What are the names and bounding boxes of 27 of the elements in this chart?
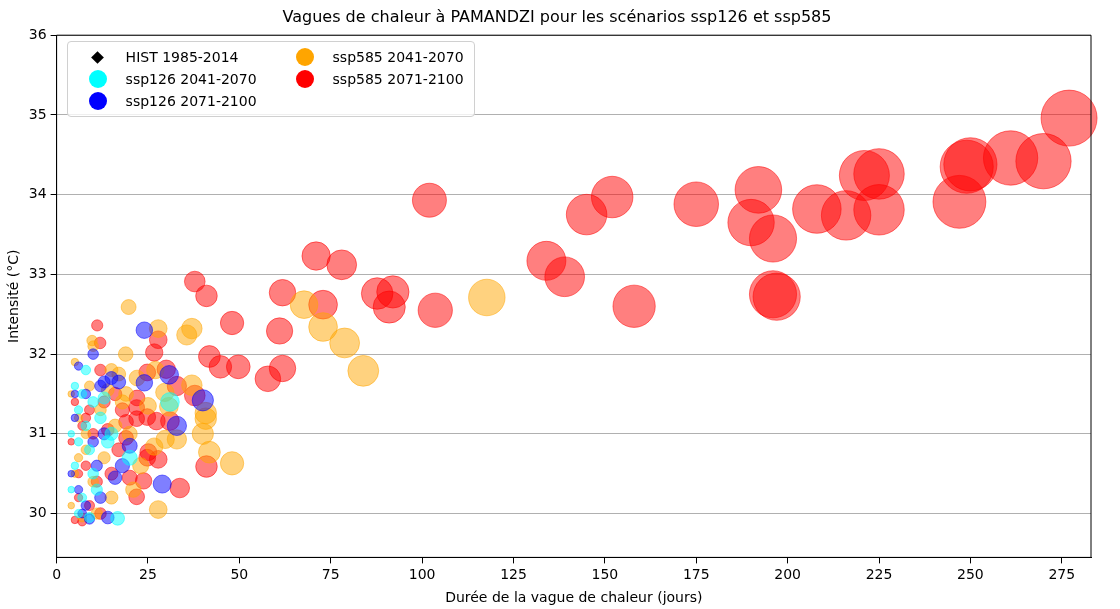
x-tick-label: 75 xyxy=(321,566,340,583)
y-tick-label: 35 xyxy=(28,105,47,122)
x-tick-label: 125 xyxy=(500,566,527,583)
legend-label: HIST 1985-2014 xyxy=(125,49,239,66)
chart-title: Vagues de chaleur à PAMANDZI pour les scénarios ssp126 et ssp585 xyxy=(282,6,832,26)
x-tick-label: 225 xyxy=(865,566,893,583)
x-tick-label: 275 xyxy=(1048,566,1076,583)
x-tick-label: 25 xyxy=(139,566,157,583)
x-tick-label: 150 xyxy=(591,566,619,583)
y-tick-label: 33 xyxy=(28,265,47,282)
y-tick-label: 31 xyxy=(28,424,47,441)
x-tick-label: 50 xyxy=(230,566,249,583)
legend-label: ssp585 2041-2070 xyxy=(332,49,464,66)
x-tick-label: 200 xyxy=(774,566,801,583)
y-tick-label: 36 xyxy=(28,25,47,42)
legend-label: ssp126 2041-2070 xyxy=(125,71,257,88)
y-tick-label: 32 xyxy=(28,344,47,361)
x-axis-title: Durée de la vague de chaleur (jours) xyxy=(445,589,703,606)
legend-label: ssp126 2071-2100 xyxy=(125,93,257,110)
x-tick-label: 250 xyxy=(957,566,984,583)
y-tick-label: 30 xyxy=(28,504,47,521)
x-tick-label: 175 xyxy=(682,566,710,583)
legend-label: ssp585 2071-2100 xyxy=(332,71,464,88)
y-tick-label: 34 xyxy=(28,185,47,202)
x-tick-label: 100 xyxy=(408,566,436,583)
y-axis-title: Intensité (°C) xyxy=(5,249,22,344)
x-tick-label: 0 xyxy=(52,566,62,583)
